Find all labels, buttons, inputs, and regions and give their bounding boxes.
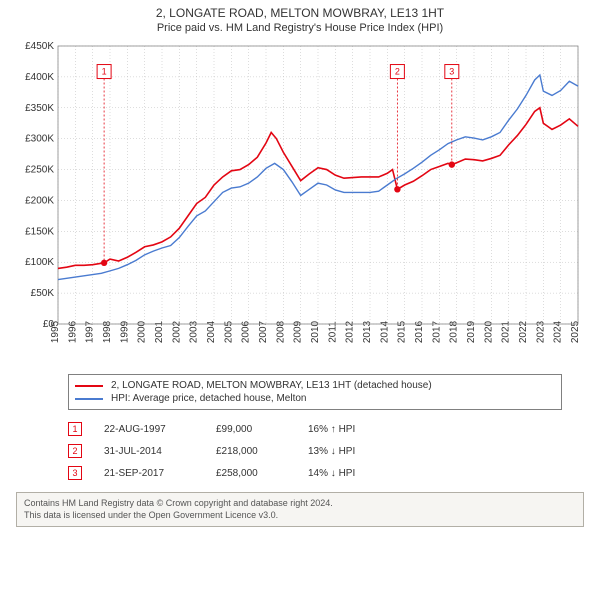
event-pct: 16% ↑ HPI <box>308 424 398 435</box>
y-tick-label: £200K <box>25 195 54 206</box>
event-marker-box: 2 <box>68 444 82 458</box>
footer-line-1: Contains HM Land Registry data © Crown c… <box>24 498 576 510</box>
y-tick-label: £350K <box>25 103 54 114</box>
marker-dot <box>449 161 455 167</box>
event-price: £258,000 <box>216 468 286 479</box>
event-date: 22-AUG-1997 <box>104 424 194 435</box>
y-tick-label: £300K <box>25 134 54 145</box>
chart-subtitle: Price paid vs. HM Land Registry's House … <box>8 22 592 34</box>
chart-area: £0£50K£100K£150K£200K£250K£300K£350K£400… <box>8 38 592 368</box>
marker-dot <box>394 186 400 192</box>
y-tick-label: £100K <box>25 257 54 268</box>
legend-row: 2, LONGATE ROAD, MELTON MOWBRAY, LE13 1H… <box>75 379 555 392</box>
event-price: £218,000 <box>216 446 286 457</box>
event-marker-box: 3 <box>68 466 82 480</box>
legend: 2, LONGATE ROAD, MELTON MOWBRAY, LE13 1H… <box>68 374 562 410</box>
marker-number: 3 <box>449 67 454 77</box>
y-tick-label: £150K <box>25 226 54 237</box>
footer-line-2: This data is licensed under the Open Gov… <box>24 510 576 522</box>
legend-row: HPI: Average price, detached house, Melt… <box>75 392 555 405</box>
event-price: £99,000 <box>216 424 286 435</box>
event-pct: 13% ↓ HPI <box>308 446 398 457</box>
event-pct: 14% ↓ HPI <box>308 468 398 479</box>
y-tick-label: £50K <box>31 288 55 299</box>
y-tick-label: £400K <box>25 72 54 83</box>
marker-number: 1 <box>102 67 107 77</box>
legend-label: HPI: Average price, detached house, Melt… <box>111 393 307 404</box>
legend-swatch <box>75 398 103 400</box>
event-date: 31-JUL-2014 <box>104 446 194 457</box>
event-marker-box: 1 <box>68 422 82 436</box>
legend-swatch <box>75 385 103 387</box>
marker-dot <box>101 260 107 266</box>
page-container: 2, LONGATE ROAD, MELTON MOWBRAY, LE13 1H… <box>0 0 600 539</box>
line-chart-svg: £0£50K£100K£150K£200K£250K£300K£350K£400… <box>8 38 592 368</box>
y-tick-label: £250K <box>25 165 54 176</box>
marker-number: 2 <box>395 67 400 77</box>
footer-attribution: Contains HM Land Registry data © Crown c… <box>16 492 584 527</box>
event-row: 2 31-JUL-2014 £218,000 13% ↓ HPI <box>68 440 562 462</box>
event-row: 1 22-AUG-1997 £99,000 16% ↑ HPI <box>68 418 562 440</box>
event-row: 3 21-SEP-2017 £258,000 14% ↓ HPI <box>68 462 562 484</box>
y-tick-label: £450K <box>25 41 54 52</box>
chart-title: 2, LONGATE ROAD, MELTON MOWBRAY, LE13 1H… <box>8 6 592 20</box>
events-table: 1 22-AUG-1997 £99,000 16% ↑ HPI 2 31-JUL-2014… <box>68 418 562 484</box>
legend-label: 2, LONGATE ROAD, MELTON MOWBRAY, LE13 1H… <box>111 380 432 391</box>
event-date: 21-SEP-2017 <box>104 468 194 479</box>
